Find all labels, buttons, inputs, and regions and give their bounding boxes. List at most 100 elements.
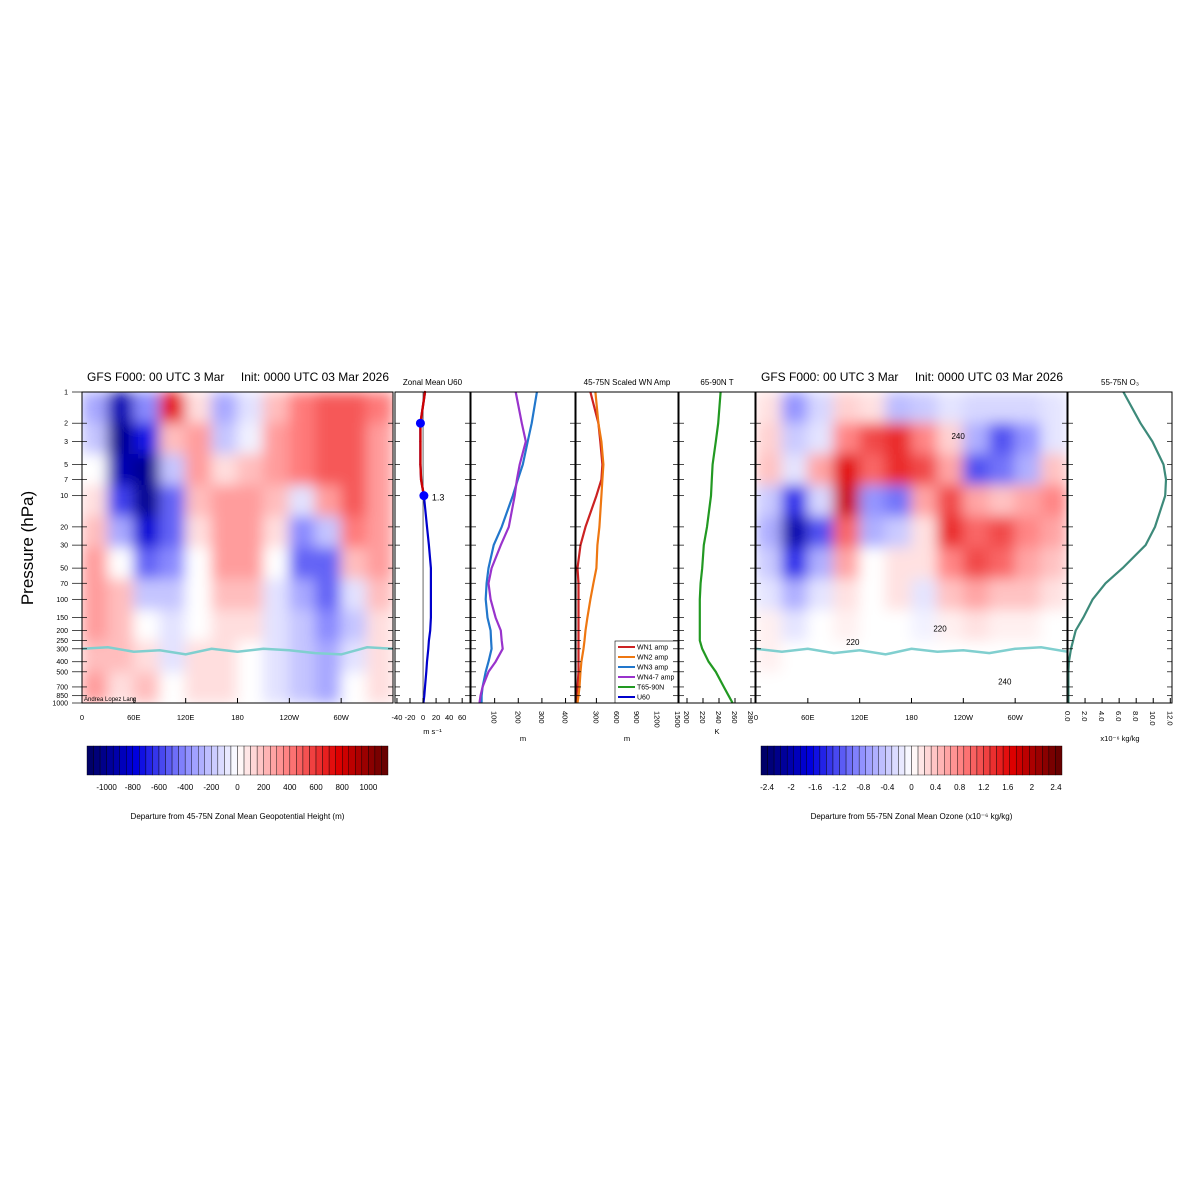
profile-line [480, 391, 538, 703]
colorbar-swatch [780, 745, 788, 776]
colorbar-swatch [872, 745, 879, 776]
x-axis-label: K [714, 727, 719, 736]
colorbar-tick-label: 400 [283, 783, 297, 792]
colorbar-tick-label: -0.4 [881, 783, 895, 792]
y-tick-label: 700 [56, 684, 68, 691]
heatmap-cell [133, 422, 161, 455]
contour-label: 240 [998, 677, 1012, 686]
x-tick-label: 260 [730, 711, 739, 724]
heatmap-cell [911, 672, 938, 703]
heatmap-cell [262, 453, 290, 487]
heatmap-cell [859, 453, 887, 487]
colorbar-swatch [845, 745, 853, 776]
heatmap-cell [340, 422, 368, 455]
heatmap-cell [288, 485, 316, 518]
y-tick-label: 300 [56, 646, 68, 653]
heatmap-cell [237, 641, 264, 674]
heatmap-cell [911, 422, 938, 455]
colorbar-tick-label: -800 [125, 783, 142, 792]
colorbar-swatch [328, 745, 336, 776]
heatmap-cell [237, 516, 264, 549]
heatmap-cell [1040, 392, 1067, 424]
legend-label: WN4-7 amp [637, 675, 674, 682]
heatmap-cell [885, 453, 912, 487]
heatmap-cell [288, 672, 316, 703]
heatmap-cell [885, 641, 912, 674]
heatmap-cell [133, 485, 161, 518]
colorbar-tick-label: -1.6 [808, 783, 822, 792]
marker [419, 491, 429, 501]
heatmap-cell [988, 609, 1016, 643]
heatmap-cell [185, 453, 213, 487]
heatmap-cell [107, 485, 135, 518]
colorbar-swatch [819, 745, 827, 776]
heatmap-cell [366, 453, 393, 487]
heatmap-cell [82, 453, 109, 487]
heatmap-cell [988, 516, 1016, 549]
x-tick-label: 200 [682, 711, 691, 724]
colorbar-swatch [93, 745, 101, 776]
panel-frame [755, 391, 1068, 704]
heatmap-cell [781, 485, 809, 518]
heatmap-cell [988, 485, 1016, 518]
heatmap-cell [314, 609, 342, 643]
colorbar-swatch [865, 745, 873, 776]
heatmap-cell [781, 392, 809, 424]
y-tick-label: 200 [56, 628, 68, 635]
heatmap-cell [159, 641, 187, 674]
heatmap-cell [340, 672, 368, 703]
heatmap-cell [756, 453, 783, 487]
heatmap-cell [133, 672, 161, 703]
credit: Andrea Lopez Lang [84, 697, 136, 703]
heatmap-cell [82, 547, 109, 580]
heatmap-cell [185, 641, 213, 674]
colorbar-swatch [289, 745, 297, 776]
x-tick-label: 60E [801, 713, 814, 722]
x-tick-label: 60E [127, 713, 140, 722]
heatmap-cell [1014, 547, 1042, 580]
x-tick-label: 4.0 [1097, 711, 1106, 721]
colorbar-swatch [368, 745, 376, 776]
heatmap-cell [366, 516, 393, 549]
heatmap-cell [936, 392, 964, 424]
heatmap-cell [807, 392, 835, 424]
y-tick-label: 250 [56, 638, 68, 645]
legend-label: WN3 amp [637, 665, 668, 672]
x-tick-label: 280 [746, 711, 755, 724]
heatmap-cell [911, 516, 938, 549]
colorbar-swatch [106, 745, 114, 776]
heatmap-cell [237, 392, 264, 424]
colorbar-swatch [885, 745, 893, 776]
heatmap-cell [211, 485, 238, 518]
heatmap-cell [159, 485, 187, 518]
heatmap-cell [911, 392, 938, 424]
heatmap-cell [807, 641, 835, 674]
colorbar-swatch [924, 745, 932, 776]
heatmap-cell [366, 578, 393, 611]
heatmap-cell [133, 392, 161, 424]
colorbar-swatch [1002, 745, 1010, 776]
colorbar-swatch [184, 745, 192, 776]
heatmap-cell [185, 516, 213, 549]
x-tick-label: 120W [280, 713, 301, 722]
heatmap-cell [936, 578, 964, 611]
heatmap-cell [911, 453, 938, 487]
heatmap-cell [288, 641, 316, 674]
x-tick-label: 120E [177, 713, 195, 722]
negative-segment [419, 390, 427, 425]
heatmap-cell [211, 672, 238, 703]
colorbar-swatch [1035, 745, 1043, 776]
colorbar-swatch [839, 745, 847, 776]
panel-frame [678, 391, 756, 704]
heatmap-cell [288, 453, 316, 487]
heatmap-cell [211, 422, 238, 455]
heatmap-cell [314, 516, 342, 549]
profile-line [576, 391, 605, 704]
heatmap-cell [107, 422, 135, 455]
x-tick-label: 0 [754, 713, 758, 722]
heatmap-cell [936, 422, 964, 455]
panel-frame [394, 391, 471, 704]
colorbar-swatch [341, 745, 349, 776]
colorbar-swatch [1009, 745, 1017, 776]
heatmap-cell [107, 672, 135, 703]
